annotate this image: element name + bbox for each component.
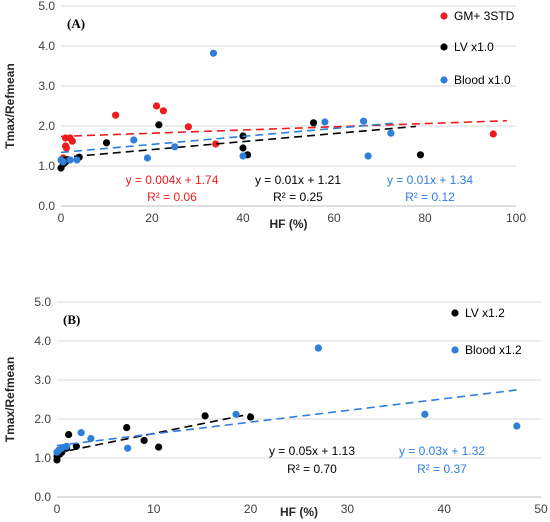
data-point bbox=[87, 434, 95, 443]
data-point bbox=[209, 49, 218, 57]
r-squared-label: R² = 0.70 bbox=[287, 462, 337, 476]
data-point bbox=[513, 422, 521, 430]
data-point bbox=[201, 412, 209, 420]
y-axis-label: Tmax/Refmean bbox=[3, 63, 17, 148]
y-tick-label: 2.0 bbox=[38, 119, 55, 133]
data-point bbox=[130, 136, 138, 144]
legend-marker bbox=[451, 346, 459, 354]
legend-marker bbox=[451, 309, 459, 317]
x-tick-label: 10 bbox=[147, 502, 161, 516]
x-tick-label: 20 bbox=[244, 502, 258, 516]
r-squared-label: R² = 0.12 bbox=[405, 190, 455, 204]
data-point bbox=[155, 443, 163, 451]
x-tick-label: 0 bbox=[58, 211, 65, 225]
legend-label: Blood x1.2 bbox=[465, 343, 522, 357]
y-tick-label: 4.0 bbox=[34, 334, 51, 348]
x-tick-label: 20 bbox=[145, 211, 159, 225]
data-point bbox=[489, 130, 497, 138]
x-axis-label: HF (%) bbox=[270, 217, 308, 231]
data-point bbox=[421, 410, 429, 418]
r-squared-label: R² = 0.25 bbox=[273, 190, 323, 204]
x-axis-label: HF (%) bbox=[280, 505, 318, 519]
data-point bbox=[364, 152, 372, 160]
data-point bbox=[62, 144, 71, 152]
legend-label: GM+ 3STD bbox=[454, 9, 515, 23]
data-point bbox=[112, 111, 120, 119]
y-tick-label: 5.0 bbox=[34, 295, 51, 309]
chart-panel-a: 0.0 1.0 2.0 3.0 4.0 5.0 0 20 40 60 80 100 HF (%) Tmax… bbox=[3, 0, 526, 231]
panel-label: (A) bbox=[67, 16, 85, 31]
data-point bbox=[124, 444, 132, 452]
x-tick-label: 40 bbox=[236, 211, 250, 225]
data-point bbox=[321, 118, 329, 126]
legend-label: LV x1.2 bbox=[465, 306, 505, 320]
data-point bbox=[387, 129, 395, 137]
data-point bbox=[102, 139, 111, 147]
legend-label: Blood x1.0 bbox=[454, 73, 511, 87]
x-tick-label: 30 bbox=[341, 502, 355, 516]
data-point bbox=[155, 121, 163, 129]
x-tick-label: 0 bbox=[54, 502, 61, 516]
data-point bbox=[171, 143, 179, 151]
chart-panel-b: 0.0 1.0 2.0 3.0 4.0 5.0 0 10 20 30 40 50 HF (%) Tmax/… bbox=[3, 295, 548, 519]
r-squared-label: R² = 0.37 bbox=[417, 462, 467, 476]
data-point bbox=[247, 413, 255, 421]
y-tick-label: 1.0 bbox=[38, 159, 55, 173]
y-tick-label: 2.0 bbox=[34, 412, 51, 426]
legend-marker bbox=[440, 76, 448, 84]
data-point bbox=[73, 156, 81, 164]
data-point bbox=[123, 423, 131, 432]
trendline-equation: y = 0.03x + 1.32 bbox=[399, 444, 485, 458]
data-point bbox=[140, 436, 148, 445]
data-point bbox=[239, 144, 247, 152]
data-point bbox=[239, 152, 247, 160]
data-point bbox=[152, 102, 161, 110]
data-point bbox=[65, 431, 73, 439]
data-point bbox=[314, 344, 322, 352]
trendline bbox=[60, 119, 507, 138]
panel-label: (B) bbox=[63, 312, 80, 327]
x-tick-label: 80 bbox=[418, 211, 432, 225]
data-point bbox=[68, 137, 76, 145]
legend-label: LV x1.0 bbox=[454, 40, 494, 54]
data-point bbox=[159, 107, 167, 115]
legend-marker bbox=[440, 12, 448, 20]
trendline-equation: y = 0.01x + 1.34 bbox=[387, 173, 473, 187]
trendline bbox=[56, 389, 517, 447]
y-axis-label: Tmax/Refmean bbox=[3, 357, 17, 442]
x-tick-label: 40 bbox=[438, 502, 452, 516]
y-tick-label: 3.0 bbox=[34, 373, 51, 387]
data-point bbox=[416, 151, 425, 159]
y-tick-label: 3.0 bbox=[38, 79, 55, 93]
y-tick-label: 5.0 bbox=[38, 0, 55, 13]
trendline-equation: y = 0.05x + 1.13 bbox=[269, 444, 355, 458]
data-point bbox=[143, 154, 152, 162]
y-tick-label: 0.0 bbox=[34, 490, 51, 504]
trendline bbox=[60, 122, 394, 154]
data-point bbox=[212, 140, 220, 148]
y-tick-label: 4.0 bbox=[38, 39, 55, 53]
data-point bbox=[184, 123, 192, 131]
data-point bbox=[66, 156, 74, 164]
data-point bbox=[359, 117, 368, 125]
y-tick-label: 1.0 bbox=[34, 451, 51, 465]
x-tick-label: 100 bbox=[506, 211, 526, 225]
y-tick-label: 0.0 bbox=[38, 199, 55, 213]
x-tick-label: 50 bbox=[534, 502, 548, 516]
legend-marker bbox=[440, 43, 448, 51]
r-squared-label: R² = 0.06 bbox=[147, 190, 197, 204]
trendline-equation: y = 0.01x + 1.21 bbox=[255, 173, 341, 187]
trendline-equation: y = 0.004x + 1.74 bbox=[126, 173, 219, 187]
data-point bbox=[63, 442, 71, 450]
data-point bbox=[232, 410, 240, 418]
data-point bbox=[77, 429, 85, 437]
data-point bbox=[309, 119, 318, 127]
trendline bbox=[60, 125, 416, 159]
x-tick-label: 60 bbox=[327, 211, 341, 225]
data-point bbox=[59, 158, 67, 166]
data-point bbox=[72, 442, 80, 450]
